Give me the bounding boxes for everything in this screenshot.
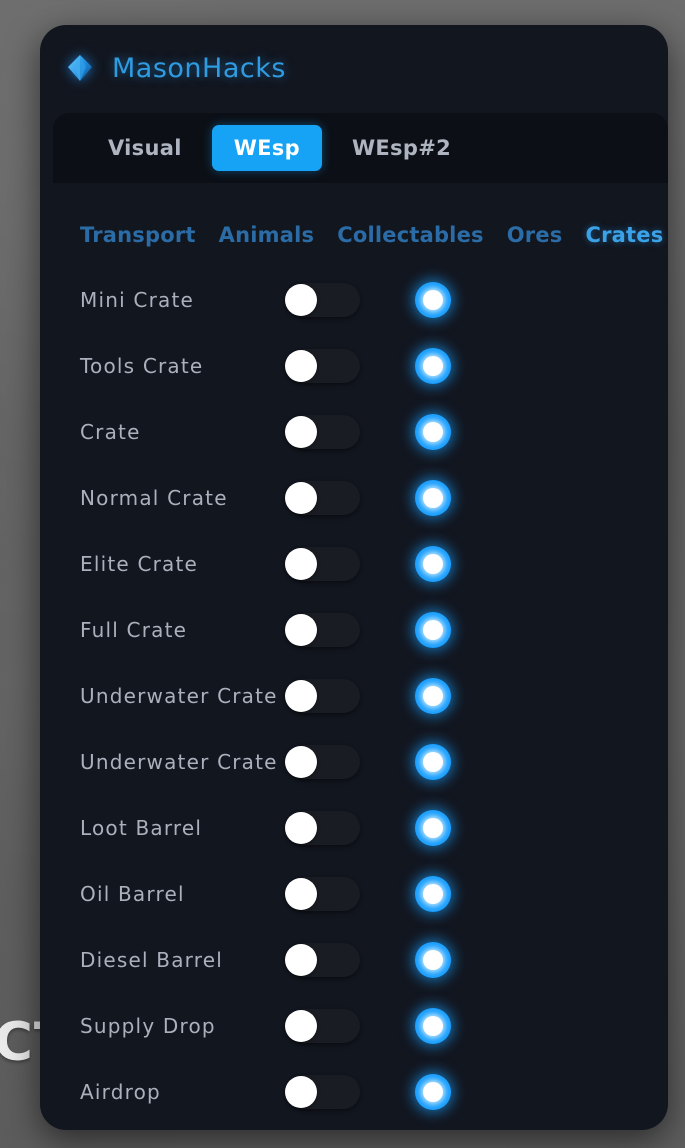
- option-toggle-switch[interactable]: [285, 811, 360, 845]
- toggle-knob: [285, 1010, 317, 1042]
- option-radio-indicator[interactable]: [415, 348, 451, 384]
- option-row: Underwater Crate: [40, 729, 668, 795]
- option-row: Tools Crate: [40, 333, 668, 399]
- tab-bar: Visual WEsp WEsp#2: [53, 113, 668, 183]
- subtab-transport[interactable]: Transport: [80, 223, 196, 247]
- option-toggle-switch[interactable]: [285, 1075, 360, 1109]
- option-toggle-switch[interactable]: [285, 877, 360, 911]
- option-row: Mini Crate: [40, 267, 668, 333]
- option-radio-indicator[interactable]: [415, 744, 451, 780]
- cheat-menu-panel: MasonHacks Visual WEsp WEsp#2 Transport …: [40, 25, 668, 1130]
- crate-option-list: Mini Crate Tools Crate Crate Normal Crate El…: [40, 267, 668, 1125]
- option-radio-indicator[interactable]: [415, 546, 451, 582]
- option-radio-indicator[interactable]: [415, 1008, 451, 1044]
- option-toggle-switch[interactable]: [285, 1009, 360, 1043]
- tab-wesp[interactable]: WEsp: [211, 125, 322, 171]
- toggle-knob: [285, 350, 317, 382]
- option-row: Diesel Barrel: [40, 927, 668, 993]
- subtab-animals[interactable]: Animals: [218, 223, 315, 247]
- page-title: MasonHacks: [112, 52, 286, 84]
- option-toggle-switch[interactable]: [285, 613, 360, 647]
- option-label: Diesel Barrel: [80, 948, 223, 972]
- option-toggle-switch[interactable]: [285, 349, 360, 383]
- option-row: Supply Drop: [40, 993, 668, 1059]
- option-toggle-switch[interactable]: [285, 745, 360, 779]
- option-toggle-switch[interactable]: [285, 415, 360, 449]
- option-label: Underwater Crate: [80, 750, 278, 774]
- option-toggle-switch[interactable]: [285, 679, 360, 713]
- toggle-knob: [285, 548, 317, 580]
- sub-tab-bar: Transport Animals Collectables Ores Crat…: [40, 223, 668, 247]
- diamond-gem-icon: [62, 50, 98, 86]
- option-label: Supply Drop: [80, 1014, 216, 1038]
- option-row: Normal Crate: [40, 465, 668, 531]
- option-label: Airdrop: [80, 1080, 161, 1104]
- toggle-knob: [285, 416, 317, 448]
- option-toggle-switch[interactable]: [285, 481, 360, 515]
- option-toggle-switch[interactable]: [285, 943, 360, 977]
- option-radio-indicator[interactable]: [415, 810, 451, 846]
- option-radio-indicator[interactable]: [415, 876, 451, 912]
- option-label: Normal Crate: [80, 486, 228, 510]
- option-label: Crate: [80, 420, 141, 444]
- option-toggle-switch[interactable]: [285, 547, 360, 581]
- toggle-knob: [285, 812, 317, 844]
- tab-wesp2[interactable]: WEsp#2: [330, 125, 473, 171]
- option-row: Oil Barrel: [40, 861, 668, 927]
- option-row: Full Crate: [40, 597, 668, 663]
- option-label: Loot Barrel: [80, 816, 203, 840]
- option-label: Full Crate: [80, 618, 188, 642]
- option-radio-indicator[interactable]: [415, 612, 451, 648]
- toggle-knob: [285, 1076, 317, 1108]
- toggle-knob: [285, 746, 317, 778]
- option-label: Mini Crate: [80, 288, 194, 312]
- option-label: Tools Crate: [80, 354, 204, 378]
- option-radio-indicator[interactable]: [415, 1074, 451, 1110]
- option-radio-indicator[interactable]: [415, 480, 451, 516]
- option-toggle-switch[interactable]: [285, 283, 360, 317]
- option-label: Elite Crate: [80, 552, 199, 576]
- option-row: Underwater Crate: [40, 663, 668, 729]
- toggle-knob: [285, 614, 317, 646]
- toggle-knob: [285, 482, 317, 514]
- toggle-knob: [285, 878, 317, 910]
- option-row: Airdrop: [40, 1059, 668, 1125]
- toggle-knob: [285, 284, 317, 316]
- option-label: Underwater Crate: [80, 684, 278, 708]
- option-row: Loot Barrel: [40, 795, 668, 861]
- panel-header: MasonHacks: [40, 25, 668, 111]
- toggle-knob: [285, 944, 317, 976]
- option-radio-indicator[interactable]: [415, 414, 451, 450]
- subtab-crates[interactable]: Crates: [585, 223, 664, 247]
- option-row: Elite Crate: [40, 531, 668, 597]
- option-label: Oil Barrel: [80, 882, 185, 906]
- subtab-collectables[interactable]: Collectables: [337, 223, 484, 247]
- option-radio-indicator[interactable]: [415, 942, 451, 978]
- option-row: Crate: [40, 399, 668, 465]
- toggle-knob: [285, 680, 317, 712]
- option-radio-indicator[interactable]: [415, 282, 451, 318]
- tab-visual[interactable]: Visual: [86, 125, 204, 171]
- option-radio-indicator[interactable]: [415, 678, 451, 714]
- subtab-ores[interactable]: Ores: [506, 223, 563, 247]
